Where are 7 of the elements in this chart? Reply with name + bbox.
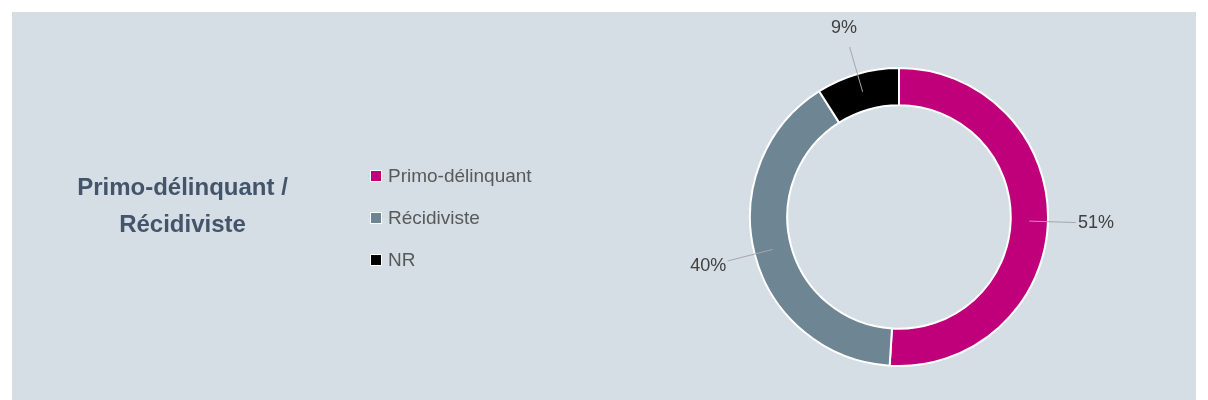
text: Primo-délinquant / Récidiviste	[76, 172, 289, 239]
legend-label: NR	[388, 249, 416, 271]
data-label: 9%	[831, 16, 858, 37]
data-label: 40%	[690, 254, 727, 275]
legend-label: Primo-délinquant	[388, 165, 532, 187]
data-label: 51%	[1077, 212, 1114, 233]
legend-label: Récidiviste	[388, 207, 480, 229]
